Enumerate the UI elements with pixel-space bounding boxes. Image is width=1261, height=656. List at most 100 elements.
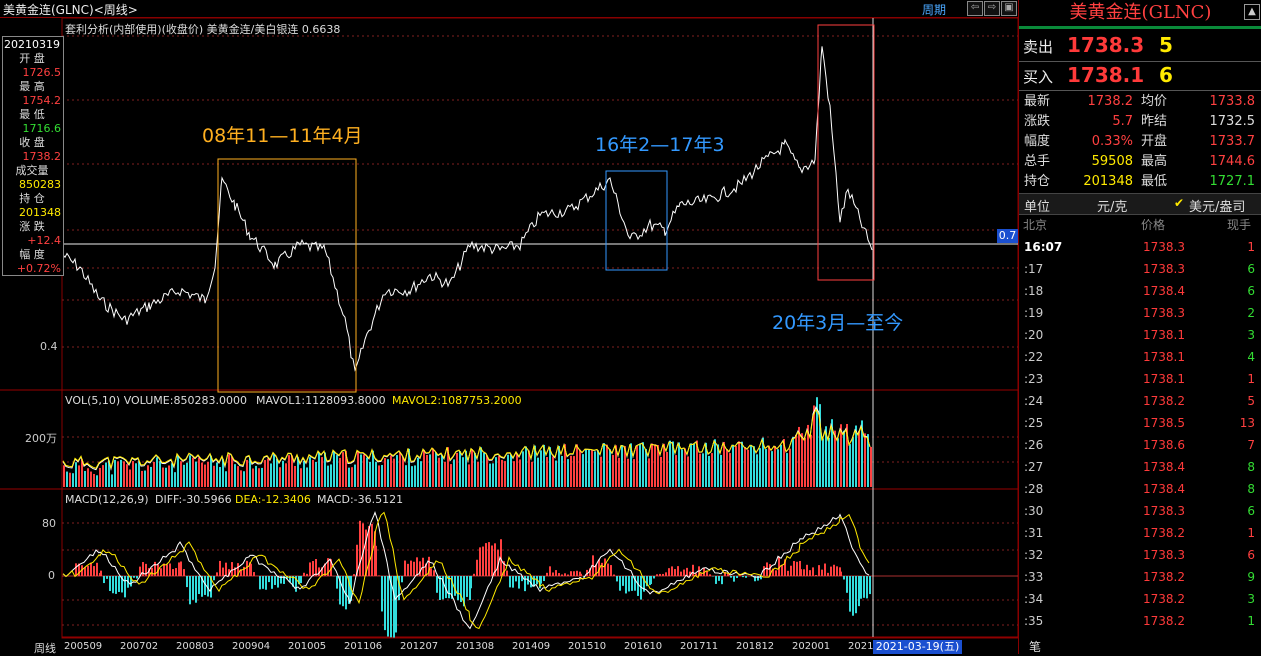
macd-bar bbox=[665, 572, 667, 576]
x-tick-label: 201207 bbox=[400, 641, 438, 652]
volume-bar bbox=[792, 437, 794, 487]
macd-bar bbox=[849, 576, 851, 612]
sell-price: 1738.3 bbox=[1067, 33, 1144, 57]
macd-bar bbox=[198, 576, 200, 594]
tick-price: 1738.3 bbox=[1115, 236, 1185, 258]
volume-bar bbox=[501, 460, 503, 487]
volume-bar bbox=[648, 458, 650, 487]
volume-bar bbox=[66, 472, 68, 487]
volume-bar bbox=[612, 455, 614, 487]
macd-bar bbox=[745, 576, 747, 578]
tick-header-volume: 现手 bbox=[1227, 216, 1251, 233]
period-button[interactable]: 周期 bbox=[922, 1, 946, 18]
macd-bar bbox=[821, 570, 823, 576]
macd-bar bbox=[775, 570, 777, 576]
info-date: 20210319 bbox=[3, 39, 61, 51]
macd-bar bbox=[622, 576, 624, 586]
stat-label: 总手 bbox=[1024, 152, 1050, 172]
window-restore-icon[interactable]: ▣ bbox=[1001, 1, 1017, 16]
x-tick-label: 202001 bbox=[792, 641, 830, 652]
volume-bar bbox=[228, 454, 230, 487]
volume-bar bbox=[582, 454, 584, 487]
volume-bar bbox=[468, 464, 470, 487]
volume-bar bbox=[87, 468, 89, 487]
tick-volume: 6 bbox=[1215, 280, 1255, 302]
volume-bar bbox=[510, 455, 512, 487]
tick-price: 1738.5 bbox=[1115, 412, 1185, 434]
volume-bar bbox=[147, 465, 149, 487]
next-arrow-icon[interactable]: ⇨ bbox=[984, 1, 1000, 16]
volume-bar bbox=[249, 458, 251, 487]
volume-bar bbox=[207, 462, 209, 487]
macd-bar bbox=[151, 568, 153, 576]
unit-value[interactable]: 元/克 bbox=[1097, 196, 1127, 215]
macd-bar bbox=[518, 576, 520, 589]
macd-bar bbox=[628, 576, 630, 591]
tick-volume: 6 bbox=[1215, 500, 1255, 522]
macd-bar bbox=[763, 566, 765, 576]
unit-option[interactable]: 美元/盎司 bbox=[1189, 196, 1245, 215]
volume-bar bbox=[456, 453, 458, 487]
macd-bar bbox=[103, 576, 105, 583]
macd-bar bbox=[686, 568, 688, 576]
volume-bar bbox=[708, 456, 710, 487]
tick-price: 1738.1 bbox=[1115, 324, 1185, 346]
macd-bar bbox=[668, 568, 670, 576]
volume-bar bbox=[267, 458, 269, 487]
stat-value: 1732.5 bbox=[1210, 112, 1256, 132]
macd-bar bbox=[172, 569, 174, 576]
prev-arrow-icon[interactable]: ⇦ bbox=[967, 1, 983, 16]
macd-bar bbox=[90, 563, 92, 576]
volume-bar bbox=[303, 461, 305, 487]
volume-bar bbox=[855, 426, 857, 487]
volume-bar bbox=[627, 459, 629, 487]
volume-bar bbox=[348, 468, 350, 487]
macd-bar bbox=[778, 557, 780, 576]
volume-bar bbox=[342, 452, 344, 487]
volume-bar bbox=[240, 470, 242, 487]
stat-label: 最新 bbox=[1024, 92, 1050, 112]
tick-volume: 9 bbox=[1215, 566, 1255, 588]
macd-bar bbox=[175, 568, 177, 576]
macd-bar bbox=[796, 562, 798, 576]
stat-value: 201348 bbox=[1083, 172, 1133, 192]
volume-bar bbox=[318, 452, 320, 487]
macd-bar bbox=[709, 574, 711, 576]
macd-bar bbox=[637, 576, 639, 596]
volume-bar bbox=[726, 449, 728, 487]
volume-bar bbox=[813, 405, 815, 487]
tick-time: :17 bbox=[1024, 258, 1043, 280]
stat-value: 1738.2 bbox=[1088, 92, 1134, 112]
volume-bar bbox=[204, 465, 206, 487]
volume-bar bbox=[441, 455, 443, 487]
panel-toggle-icon[interactable]: ▲ bbox=[1244, 4, 1260, 20]
ticks-tab-label[interactable]: 笔 bbox=[1029, 638, 1041, 655]
macd-bar bbox=[246, 561, 248, 576]
macd-bar bbox=[818, 565, 820, 576]
macd-bar bbox=[733, 576, 735, 582]
volume-bar bbox=[765, 449, 767, 487]
macd-bar bbox=[250, 564, 252, 576]
volume-bar bbox=[135, 463, 137, 487]
buy-label: 买入 bbox=[1023, 66, 1053, 87]
macd-bar bbox=[222, 568, 224, 576]
